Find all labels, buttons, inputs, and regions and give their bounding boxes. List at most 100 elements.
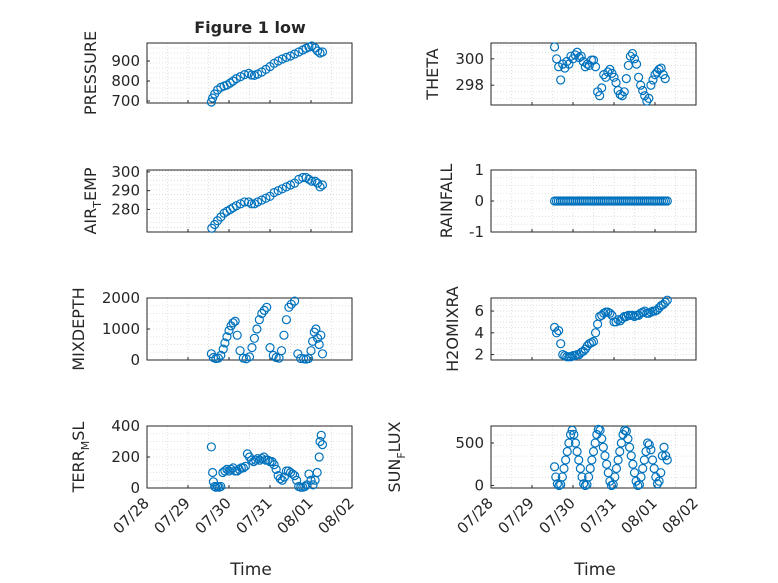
data-point [262, 302, 272, 312]
data-point [244, 197, 254, 207]
data-point [551, 472, 561, 482]
data-point [238, 463, 248, 473]
data-point [577, 472, 587, 482]
y-tick-label: 290 [111, 182, 140, 200]
y-tick-label: 2 [474, 346, 484, 364]
data-point [279, 330, 289, 340]
data-point [312, 333, 323, 343]
data-point [662, 196, 672, 206]
data-point [235, 199, 246, 209]
data-point [315, 436, 325, 447]
y-tick-label: 300 [455, 50, 484, 68]
data-point [597, 83, 607, 93]
data-point [290, 471, 300, 481]
data-point [627, 48, 638, 59]
data-point [654, 476, 664, 486]
data-point [646, 445, 656, 455]
data-point [253, 197, 263, 207]
data-point [551, 328, 562, 338]
y-tick-label: 0 [474, 476, 484, 494]
xlabel-right: Time [573, 560, 616, 580]
axis-box [146, 42, 353, 104]
data-point [587, 455, 597, 465]
data-point [660, 74, 670, 84]
ylabel-pressure: PRESSURE [81, 31, 100, 115]
data-point [275, 474, 285, 484]
ylabel-sun-flux: SUNFLUX [385, 421, 408, 492]
data-point [314, 339, 324, 350]
data-point [308, 480, 318, 490]
data-point [312, 467, 322, 478]
data-point [218, 344, 228, 354]
data-point [586, 337, 597, 348]
data-point [220, 466, 230, 476]
data-point [216, 481, 226, 492]
y-tick-label: -1 [469, 223, 484, 241]
data-point [642, 96, 652, 106]
data-point [249, 333, 260, 343]
data-point [554, 326, 564, 336]
data-point [627, 310, 638, 321]
data-point [662, 455, 672, 465]
data-point [269, 187, 279, 198]
data-point [235, 346, 245, 356]
data-point [557, 472, 567, 482]
data-point [580, 62, 590, 72]
data-point [615, 446, 625, 457]
data-point [572, 446, 582, 457]
data-point [590, 328, 601, 338]
data-point [310, 176, 320, 186]
data-point [602, 459, 612, 469]
data-point [564, 438, 574, 448]
data-point [629, 468, 640, 478]
data-point [600, 451, 610, 461]
data-point [293, 349, 303, 359]
data-point [646, 307, 656, 317]
data-point [624, 442, 635, 452]
data-point [225, 78, 235, 88]
data-point [588, 336, 599, 347]
data-point [268, 350, 278, 360]
data-point [656, 63, 666, 73]
data-point [312, 46, 323, 56]
data-point [317, 440, 328, 450]
data-point [284, 302, 294, 312]
data-point [257, 453, 267, 464]
axis-box [146, 169, 353, 233]
y-tick-label: 900 [111, 52, 140, 70]
data-point [626, 451, 636, 461]
data-point [231, 201, 241, 211]
data-point [638, 463, 648, 474]
data-point [247, 343, 257, 353]
ylabel-h2omixra: H2OMIXRA [443, 286, 462, 372]
data-point [314, 452, 324, 462]
data-point [257, 195, 267, 205]
y-tick-label: 6 [474, 302, 484, 320]
data-point [224, 325, 234, 336]
data-point [287, 469, 298, 479]
data-point [310, 43, 320, 53]
data-point [269, 460, 279, 470]
y-tick-label: 2000 [102, 289, 140, 307]
data-point [286, 299, 296, 309]
data-point [659, 442, 669, 452]
data-point [644, 93, 654, 104]
axis-box [490, 425, 697, 489]
y-tick-label: 0 [130, 479, 140, 497]
data-point [306, 346, 316, 356]
data-point [251, 455, 261, 465]
ylabel-mixdepth: MIXDEPTH [69, 287, 88, 370]
y-tick-label: 1000 [102, 320, 140, 338]
data-point [636, 80, 646, 90]
data-point [252, 324, 262, 334]
data-point [607, 310, 617, 321]
data-point [644, 440, 654, 450]
data-point [590, 438, 600, 448]
panel-h2omixra: 2 4 6 [474, 295, 697, 364]
data-point [271, 464, 281, 474]
data-point [263, 455, 273, 465]
data-point [566, 352, 576, 362]
data-point [603, 67, 613, 77]
data-point [565, 429, 576, 440]
